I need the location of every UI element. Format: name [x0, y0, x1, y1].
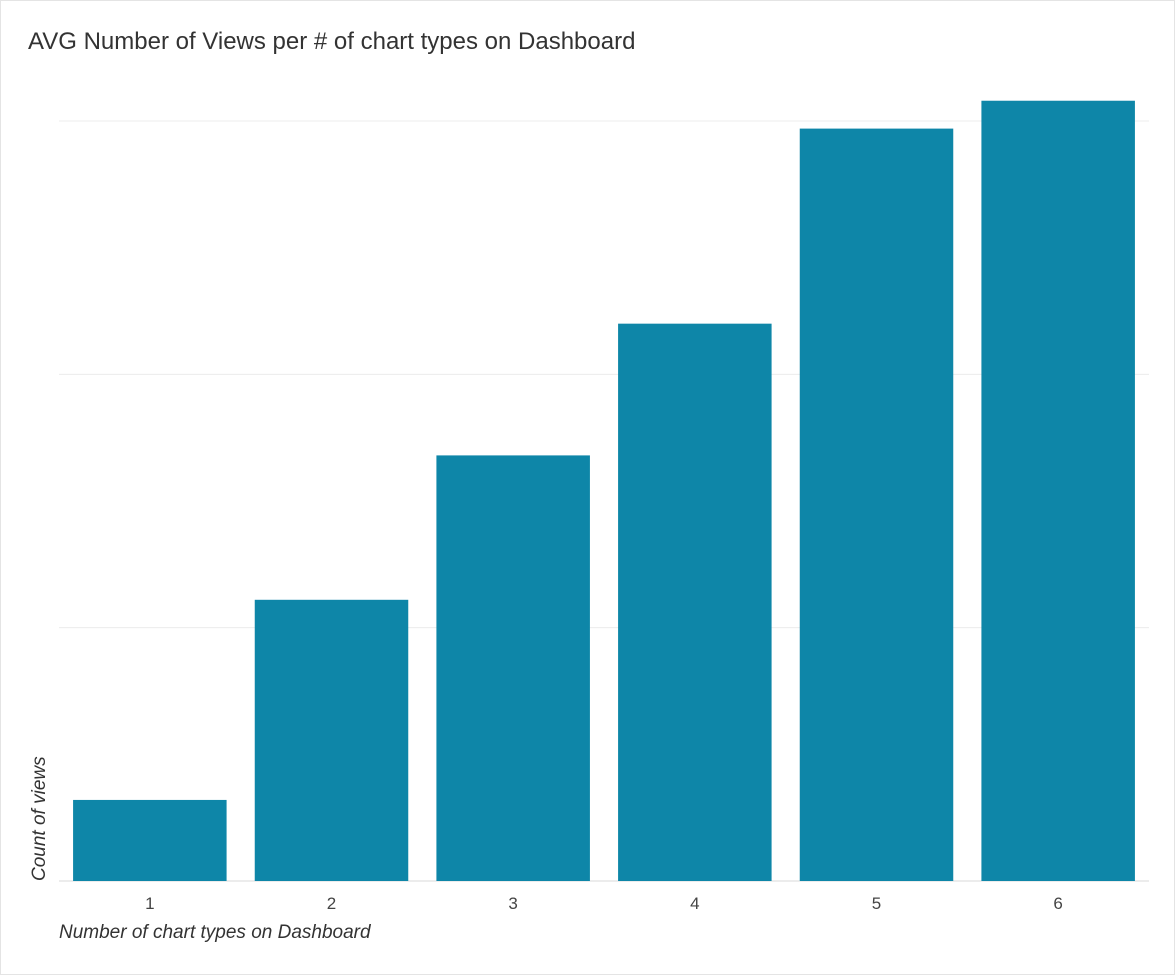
y-axis-label: Count of views [29, 756, 50, 881]
bar-5[interactable] [799, 128, 954, 882]
bars [73, 100, 1135, 882]
gridlines [59, 120, 1149, 882]
x-tick-label-2: 2 [327, 894, 336, 913]
bar-2[interactable] [254, 599, 409, 881]
bar-6[interactable] [981, 100, 1135, 881]
x-tick-label-1: 1 [145, 894, 154, 913]
bar-3[interactable] [436, 455, 590, 881]
bar-4[interactable] [618, 323, 772, 882]
bar-1[interactable] [73, 799, 227, 881]
x-axis-label: Number of chart types on Dashboard [59, 922, 372, 943]
chart-title: AVG Number of Views per # of chart types… [28, 28, 635, 55]
x-tick-label-6: 6 [1053, 894, 1062, 913]
x-tick-labels: 1 2 3 4 5 6 [145, 894, 1063, 913]
x-tick-label-4: 4 [690, 894, 699, 913]
x-tick-label-5: 5 [872, 894, 881, 913]
x-tick-label-3: 3 [508, 894, 517, 913]
